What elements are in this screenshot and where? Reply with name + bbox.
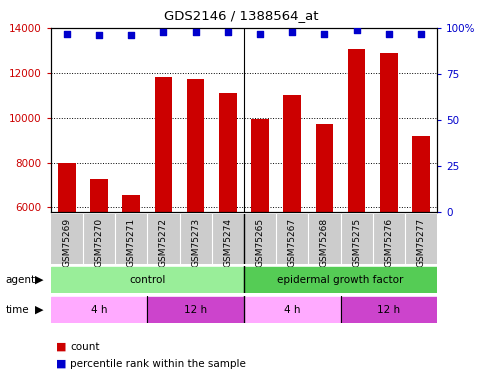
Bar [147,297,244,323]
Bar [187,78,204,342]
Bar [58,163,76,342]
Bar [122,195,140,342]
Text: GSM75276: GSM75276 [384,218,393,267]
Text: GSM75273: GSM75273 [191,218,200,267]
Text: GDS2146 / 1388564_at: GDS2146 / 1388564_at [164,9,319,22]
Bar [244,297,341,323]
Text: GSM75267: GSM75267 [288,218,297,267]
Bar [348,50,366,342]
Text: ■: ■ [56,359,66,369]
Text: 12 h: 12 h [377,305,400,315]
Text: GSM75269: GSM75269 [62,218,71,267]
Text: GSM75270: GSM75270 [95,218,103,267]
Point [224,29,232,35]
Point [353,27,360,33]
Text: control: control [129,275,166,285]
Bar [380,53,398,342]
Point [95,33,103,39]
Point [159,29,167,35]
Text: 4 h: 4 h [91,305,107,315]
Text: 12 h: 12 h [184,305,207,315]
Text: ▶: ▶ [35,305,44,315]
Point [63,31,71,37]
Text: agent: agent [6,275,36,285]
Bar [51,297,147,323]
Bar [315,124,333,342]
Text: ■: ■ [56,342,66,352]
Point [192,29,199,35]
Bar [219,93,237,342]
Bar [244,267,437,293]
Bar [51,267,244,293]
Text: percentile rank within the sample: percentile rank within the sample [70,359,246,369]
Bar [412,136,430,342]
Point [385,31,393,37]
Point [288,29,296,35]
Text: GSM75271: GSM75271 [127,218,136,267]
Text: time: time [6,305,29,315]
Text: 4 h: 4 h [284,305,300,315]
Bar [341,297,437,323]
Text: GSM75272: GSM75272 [159,218,168,267]
Text: GSM75265: GSM75265 [256,218,265,267]
Bar [90,179,108,342]
Text: GSM75277: GSM75277 [416,218,426,267]
Bar [251,119,269,342]
Text: count: count [70,342,99,352]
Text: ▶: ▶ [35,275,44,285]
Text: epidermal growth factor: epidermal growth factor [277,275,404,285]
Text: GSM75275: GSM75275 [352,218,361,267]
Point [417,31,425,37]
Text: GSM75274: GSM75274 [223,218,232,267]
Point [256,31,264,37]
Point [321,31,328,37]
Text: GSM75268: GSM75268 [320,218,329,267]
Bar [155,77,172,342]
Bar [284,95,301,342]
Point [128,33,135,39]
